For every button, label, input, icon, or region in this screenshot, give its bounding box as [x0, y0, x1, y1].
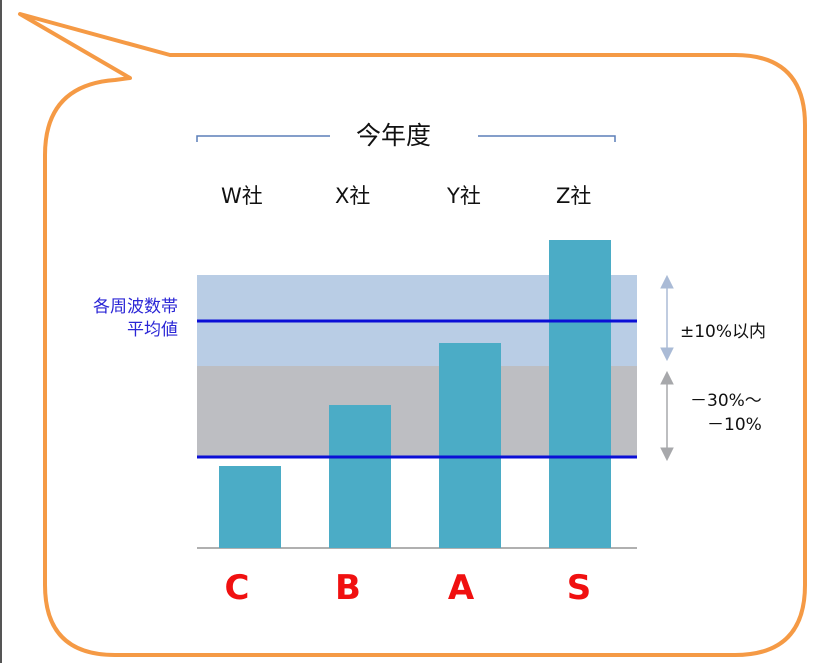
company-label-x: X社: [335, 184, 371, 208]
grade-b: B: [335, 568, 361, 608]
company-label-y: Y社: [447, 184, 481, 208]
lower-band-label: －30%～ －10%: [690, 389, 762, 437]
average-label-line1: 各周波数帯: [93, 297, 178, 317]
title-bracket-left: [196, 135, 330, 142]
company-label-w: W社: [221, 184, 263, 208]
chart-title: 今年度: [356, 121, 432, 150]
window-edge: [0, 0, 2, 663]
upper-band-label: ±10%以内: [680, 322, 767, 342]
lower-band-label-line1: －30%～: [690, 391, 762, 411]
grade-s: S: [566, 568, 592, 608]
bar-s: [549, 240, 611, 548]
average-label: 各周波数帯 平均値: [48, 296, 178, 342]
lower-band-arrow: [660, 370, 674, 462]
company-label-z: Z社: [556, 184, 592, 208]
title-bracket-right: [478, 135, 616, 142]
average-label-line2: 平均値: [127, 320, 178, 340]
lower-band-label-line2: －10%: [707, 415, 762, 435]
bar-c: [219, 466, 281, 548]
upper-band-arrow: [660, 274, 674, 362]
grade-a: A: [447, 568, 475, 608]
bar-b: [329, 405, 391, 548]
bar-a: [439, 343, 501, 548]
grade-c: C: [224, 568, 250, 608]
